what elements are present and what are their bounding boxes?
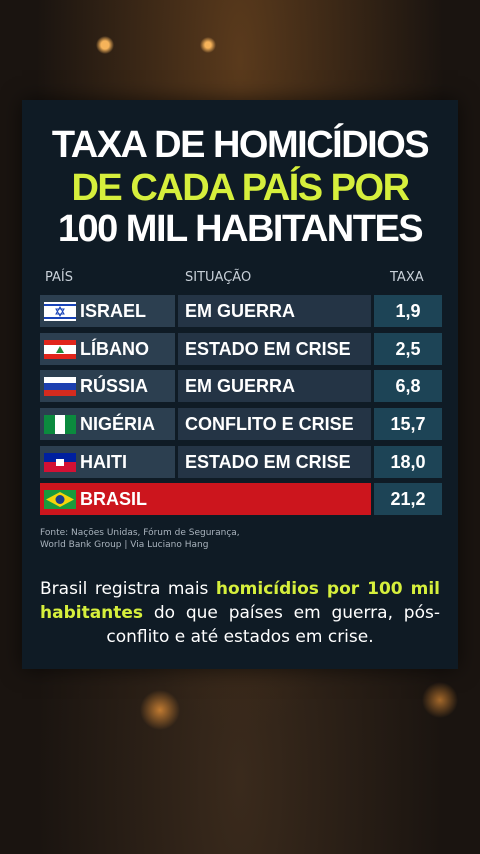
flag (44, 377, 76, 396)
column-header: TAXA (390, 270, 424, 285)
rate: 1,9 (374, 295, 442, 327)
caption: Brasil registra mais homicídios por 100 … (40, 577, 440, 649)
country-cell: HAITI (40, 446, 175, 478)
column-header: PAÍS (45, 270, 73, 285)
rate: 21,2 (374, 483, 442, 515)
country-cell: LÍBANO (40, 333, 175, 365)
country: BRASIL (80, 489, 147, 509)
table-row: BRASIL 21,2 (40, 483, 442, 515)
situation: ESTADO EM CRISE (178, 446, 371, 478)
table-row: NIGÉRIA CONFLITO E CRISE 15,7 (40, 408, 442, 440)
situation: CONFLITO E CRISE (178, 408, 371, 440)
flag (44, 453, 76, 472)
caption-text: Brasil registra mais (40, 579, 216, 599)
situation: ESTADO EM CRISE (178, 333, 371, 365)
situation: EM GUERRA (178, 370, 371, 402)
caption-highlight: homicídios por 100 mil habitantes (40, 579, 440, 623)
caption-text: do que países em guerra, pós-conflito e … (106, 603, 440, 647)
column-header: SITUAÇÃO (185, 270, 252, 285)
flag (44, 340, 76, 359)
country: NIGÉRIA (80, 414, 156, 434)
country: LÍBANO (80, 339, 149, 359)
flag (44, 302, 76, 321)
rate: 15,7 (374, 408, 442, 440)
country-cell: BRASIL (40, 483, 371, 515)
table-row: RÚSSIA EM GUERRA 6,8 (40, 370, 442, 402)
title-line: TAXA DE HOMICÍDIOS (51, 124, 430, 166)
country-cell: ISRAEL (40, 295, 175, 327)
source-line: World Bank Group | Via Luciano Hang (40, 540, 209, 550)
country-cell: NIGÉRIA (40, 408, 175, 440)
table-row: ISRAEL EM GUERRA 1,9 (40, 295, 442, 327)
title-line: 100 MIL HABITANTES (57, 208, 424, 250)
country: ISRAEL (80, 301, 147, 321)
flag (44, 490, 76, 509)
situation: EM GUERRA (178, 295, 371, 327)
source-line: Fonte: Nações Unidas, Fórum de Segurança… (40, 528, 240, 538)
country-cell: RÚSSIA (40, 370, 175, 402)
rate: 2,5 (374, 333, 442, 365)
rate: 18,0 (374, 446, 442, 478)
country: HAITI (80, 452, 127, 472)
table-row: LÍBANO ESTADO EM CRISE 2,5 (40, 333, 442, 365)
country: RÚSSIA (80, 376, 149, 396)
flag (44, 415, 76, 434)
rate: 6,8 (374, 370, 442, 402)
source: Fonte: Nações Unidas, Fórum de Segurança… (40, 527, 240, 551)
title-line: DE CADA PAÍS POR (71, 167, 410, 209)
card: TAXA DE HOMICÍDIOS DE CADA PAÍS POR 100 … (22, 100, 458, 669)
table-row: HAITI ESTADO EM CRISE 18,0 (40, 446, 442, 478)
